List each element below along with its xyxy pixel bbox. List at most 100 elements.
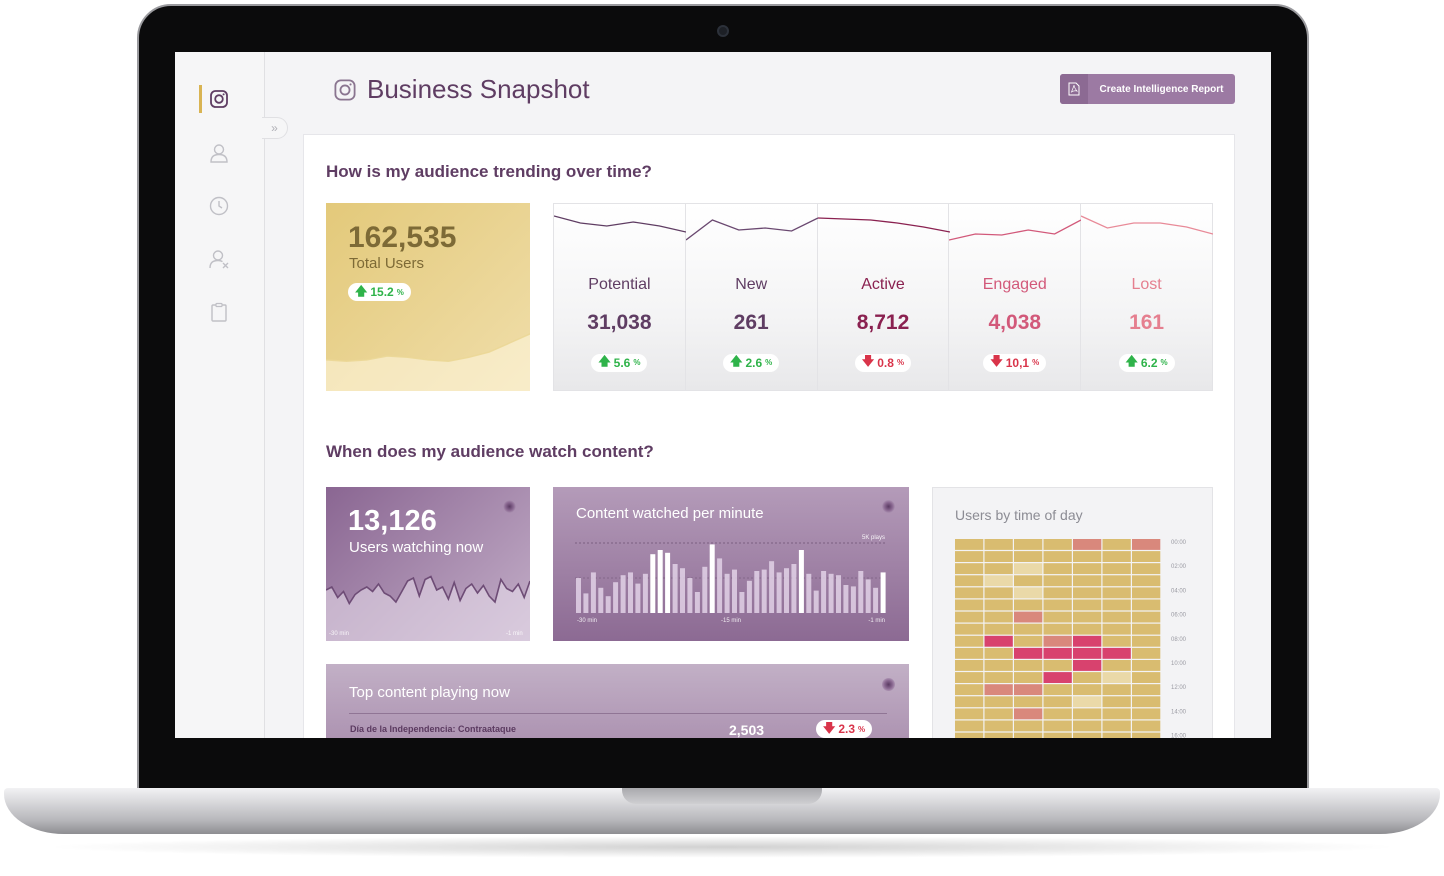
heatmap-cell (1014, 696, 1043, 708)
heatmap-cell (1073, 635, 1102, 647)
metric-active[interactable]: Active 8,712 🡇 0.8% (817, 204, 950, 390)
heatmap-cell (1014, 611, 1043, 623)
sparkline-path (949, 219, 1082, 241)
heatmap-cell (955, 635, 984, 647)
heatmap-cell (984, 684, 1013, 696)
top-content-row-title[interactable]: Día de la Independencia: Contraataque (350, 724, 517, 734)
users-watching-card[interactable]: 13,126 Users watching now -30 min -1 min (326, 487, 530, 641)
heatmap-cell (1132, 696, 1161, 708)
hour-label: 16:00 (1171, 734, 1187, 738)
hour-label: 00:00 (1171, 540, 1187, 546)
bar (680, 568, 685, 613)
divider (349, 713, 887, 714)
bar (828, 573, 834, 613)
users-watching-sparkline (326, 575, 530, 641)
sidebar-item-reports[interactable] (199, 296, 239, 328)
heatmap-cell (1102, 539, 1131, 550)
heatmap-cell (984, 587, 1013, 599)
heatmap-cell (955, 647, 984, 659)
sparkline-path (326, 333, 530, 362)
percent-sign: % (633, 358, 641, 367)
sidebar-item-history[interactable] (199, 190, 239, 222)
heatmap-cell (1014, 539, 1043, 550)
percent-sign: % (1160, 358, 1168, 367)
users-by-time-card[interactable]: Users by time of day 00:00 02:00 04:00 06:0… (932, 487, 1213, 738)
heatmap-cell (1102, 623, 1131, 635)
content-per-minute-card[interactable]: 5K plays -30 min -15 min -1 min Content wat… (553, 487, 909, 641)
heatmap-cell (1043, 684, 1072, 696)
bar (687, 578, 693, 613)
sparkline-path (326, 575, 530, 606)
user-remove-icon (209, 250, 229, 269)
sidebar-item-lost-users[interactable] (199, 243, 239, 275)
arrow-up-icon: 🡅 (1125, 354, 1138, 368)
bar (717, 558, 723, 613)
bar (746, 580, 752, 613)
laptop-shadow (40, 836, 1404, 858)
percent-sign: % (396, 287, 404, 297)
heatmap-cell (955, 708, 984, 720)
top-content-row-change-value: 2.3 (838, 722, 856, 736)
heatmap-cell (1132, 635, 1161, 647)
top-content-card[interactable]: Top content playing now Día de la Indepe… (326, 664, 909, 738)
bar (836, 575, 841, 613)
metric-sparkline (685, 217, 818, 241)
heatmap-cell (1073, 672, 1102, 683)
heatmap-cell (1043, 696, 1072, 708)
clipboard-icon (211, 302, 227, 322)
heatmap-cell (984, 623, 1013, 635)
bar (590, 572, 596, 613)
heatmap-cell (1073, 732, 1102, 738)
heatmap-cell (1014, 720, 1043, 732)
sidebar-expand-button[interactable]: » (262, 117, 288, 139)
top-content-row-change: 🡇 2.3 % (816, 720, 873, 738)
heatmap-cell (1043, 660, 1072, 671)
heatmap-cell (955, 563, 984, 575)
metric-lost[interactable]: Lost 161 🡅 6.2% (1081, 204, 1214, 390)
metric-sparkline (554, 215, 686, 233)
top-content-title: Top content playing now (349, 684, 510, 701)
arrow-down-icon: 🡇 (823, 720, 836, 735)
sparkline-area (326, 576, 530, 641)
metric-label: Engaged (982, 276, 1047, 293)
heatmap-cell (1102, 660, 1131, 671)
heatmap-cell (984, 696, 1013, 708)
heatmap-cell (1102, 684, 1131, 696)
heatmap-cell (1102, 635, 1131, 647)
axis-tick-label: -1 min (868, 618, 885, 624)
bar (873, 587, 879, 613)
axis-tick-label: -30 min (577, 618, 597, 624)
total-users-sparkline (326, 333, 530, 391)
heatmap-cell (1014, 575, 1043, 587)
sidebar-item-instagram[interactable] (199, 83, 239, 115)
page-header: Business Snapshot (333, 74, 590, 105)
bar (613, 582, 619, 613)
heatmap-cell (1073, 563, 1102, 575)
bar (761, 569, 767, 613)
heatmap-cell (1132, 684, 1161, 696)
metric-engaged[interactable]: Engaged 4,038 🡇 10,1% (949, 204, 1082, 390)
heatmap-cell (984, 732, 1013, 738)
metric-new[interactable]: New 261 🡅 2.6% (685, 204, 818, 390)
metric-sparkline (817, 217, 950, 233)
heatmap-cell (1043, 708, 1072, 720)
bar (769, 561, 775, 613)
heatmap-cell (1102, 732, 1131, 738)
chevron-double-right-icon: » (271, 121, 278, 135)
bar (665, 552, 671, 613)
heatmap-cell (1043, 720, 1072, 732)
create-report-button[interactable]: Create Intelligence Report (1060, 74, 1235, 104)
arrow-up-icon: 🡅 (598, 354, 611, 368)
heatmap-cell (984, 647, 1013, 659)
total-users-card[interactable]: 162,535 Total Users 🡅 15.2 % (326, 203, 530, 391)
heatmap-cell (1132, 623, 1161, 635)
sidebar-item-users[interactable] (199, 137, 239, 169)
bar (583, 593, 589, 613)
arrow-up-icon: 🡅 (730, 354, 743, 368)
heatmap-cell (1102, 647, 1131, 659)
bar (798, 550, 804, 613)
heatmap-cell (1073, 575, 1102, 587)
metric-label: Active (861, 276, 905, 293)
heatmap-cell (1014, 708, 1043, 720)
metric-potential[interactable]: Potential 31,038 🡅 5.6% (554, 204, 686, 390)
